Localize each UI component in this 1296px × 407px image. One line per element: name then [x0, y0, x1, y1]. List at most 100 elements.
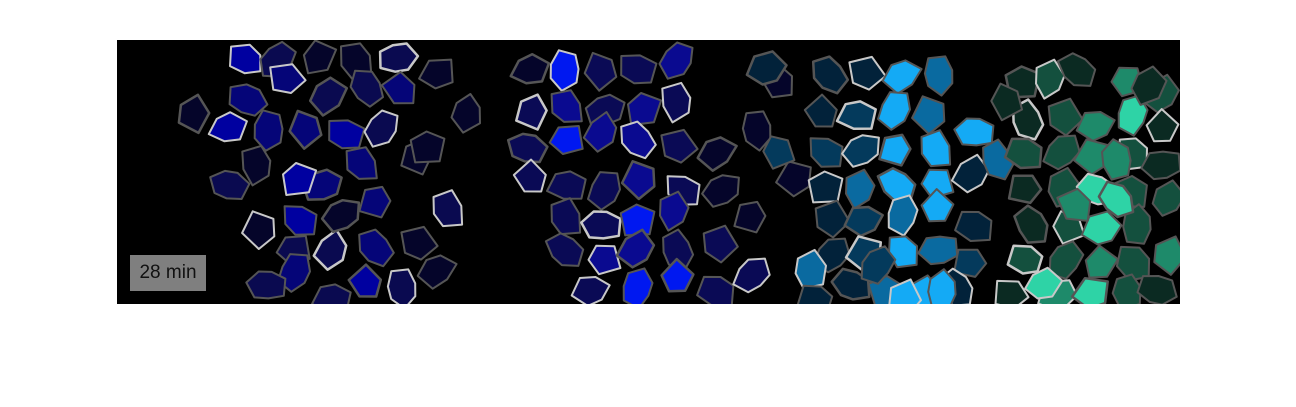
- cell-polygon: [548, 125, 584, 155]
- cell-polygon: [358, 228, 395, 268]
- time-stamp-label: 28 min: [139, 262, 197, 283]
- cell-polygon: [622, 267, 654, 304]
- cell-polygon: [878, 133, 912, 167]
- cell-polygon: [308, 76, 349, 117]
- cell-polygon: [1056, 187, 1092, 222]
- cell-polygon: [620, 160, 656, 201]
- cell-polygon: [587, 171, 621, 211]
- cell-polygon: [775, 160, 812, 198]
- panel-1-cells: [177, 40, 481, 304]
- cell-polygon: [509, 52, 551, 85]
- cell-polygon: [418, 58, 454, 90]
- cell-polygon: [745, 50, 788, 86]
- cell-polygon: [363, 109, 399, 148]
- cell-polygon: [927, 268, 957, 304]
- microscopy-montage: 28 min: [117, 40, 1180, 304]
- cell-polygon: [860, 245, 897, 285]
- cell-polygon: [283, 205, 318, 236]
- cell-polygon: [1080, 210, 1123, 246]
- cell-polygon: [911, 95, 946, 135]
- cell-polygon: [982, 138, 1015, 181]
- cell-polygon: [1084, 244, 1119, 279]
- cell-polygon: [835, 100, 877, 131]
- cell-polygon: [811, 55, 850, 95]
- cell-polygon: [269, 63, 307, 94]
- cell-polygon: [843, 205, 884, 238]
- cell-polygon: [881, 59, 923, 95]
- cell-polygon: [311, 283, 352, 304]
- cell-polygon: [358, 185, 392, 219]
- cell-polygon: [923, 55, 954, 97]
- cell-polygon: [1101, 138, 1132, 181]
- cell-polygon: [288, 109, 323, 150]
- cell-polygon: [1136, 275, 1178, 304]
- cell-polygon: [990, 82, 1023, 122]
- cell-polygon: [615, 228, 656, 269]
- cell-polygon: [732, 257, 771, 294]
- cell-polygon: [349, 69, 384, 108]
- cell-polygon: [207, 111, 248, 143]
- cell-polygon: [506, 132, 549, 164]
- cell-polygon: [328, 119, 366, 150]
- cell-polygon: [807, 170, 844, 204]
- cell-polygon: [409, 130, 446, 164]
- cell-polygon: [887, 194, 919, 237]
- cell-polygon: [1047, 97, 1084, 137]
- cell-polygon: [1003, 137, 1043, 170]
- cell-polygon: [701, 174, 740, 208]
- cell-polygon: [702, 224, 739, 264]
- cell-polygon: [662, 228, 695, 271]
- cell-polygon: [1042, 134, 1081, 171]
- cell-polygon: [660, 257, 695, 293]
- time-stamp-badge: 28 min: [130, 255, 206, 291]
- cell-polygon: [994, 279, 1030, 304]
- cell-polygon: [796, 284, 834, 304]
- cell-polygon: [620, 54, 658, 85]
- cell-polygon: [953, 117, 995, 147]
- cell-polygon: [241, 210, 276, 250]
- cell-polygon: [1130, 65, 1168, 106]
- cell-polygon: [1024, 266, 1064, 300]
- cell-polygon: [320, 198, 361, 234]
- cell-polygon: [762, 135, 796, 170]
- cell-polygon: [450, 93, 481, 134]
- panel-3-cells: [745, 50, 1015, 304]
- cell-polygon: [416, 254, 458, 290]
- cell-polygon: [661, 81, 692, 124]
- cell-polygon: [696, 275, 735, 304]
- cell-polygon: [241, 144, 272, 187]
- cell-polygon: [380, 70, 416, 105]
- cell-polygon: [345, 146, 378, 180]
- cell-polygon: [253, 109, 284, 152]
- cell-polygon: [386, 268, 417, 304]
- cell-polygon: [550, 89, 583, 123]
- cell-polygon: [209, 169, 251, 200]
- cell-polygon: [848, 55, 887, 91]
- cell-polygon: [400, 225, 439, 261]
- cell-polygon: [658, 41, 694, 80]
- cell-polygon: [845, 168, 876, 210]
- cell-polygon: [1145, 108, 1180, 143]
- cell-polygon: [302, 40, 338, 75]
- cell-polygon: [920, 188, 955, 223]
- cell-polygon: [1153, 235, 1180, 276]
- cell-polygon: [1007, 174, 1043, 205]
- panel-4-cells: [990, 52, 1180, 304]
- cell-polygon: [1056, 52, 1097, 87]
- cell-layer: [177, 40, 1180, 304]
- cell-polygon: [515, 93, 548, 131]
- cell-polygon: [841, 134, 880, 168]
- cell-polygon: [580, 210, 622, 240]
- cell-polygon: [549, 49, 580, 92]
- cell-polygon: [587, 244, 622, 276]
- cell-polygon: [347, 263, 383, 298]
- cell-polygon: [1097, 180, 1135, 219]
- cell-polygon: [619, 203, 656, 237]
- cell-polygon: [228, 83, 269, 117]
- cell-polygon: [953, 248, 988, 278]
- cell-polygon: [627, 92, 663, 126]
- cell-polygon: [550, 197, 582, 236]
- cell-polygon: [920, 129, 952, 168]
- panel-2-cells: [506, 41, 812, 304]
- cell-polygon: [1006, 244, 1044, 275]
